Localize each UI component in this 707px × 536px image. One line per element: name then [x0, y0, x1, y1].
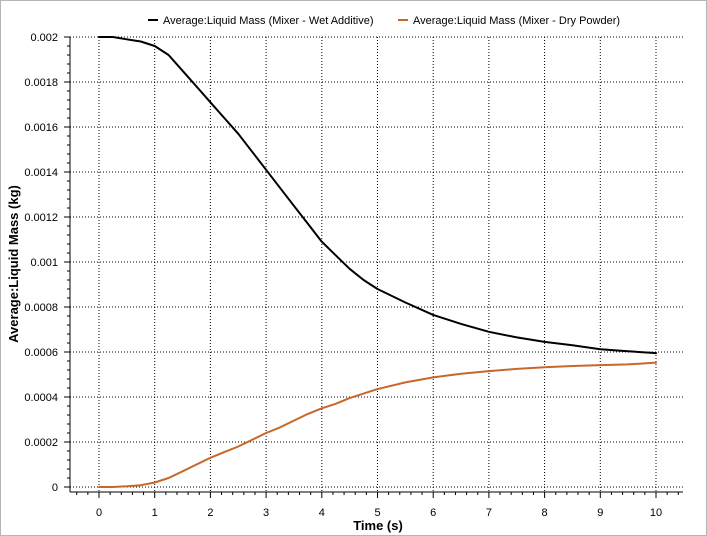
x-tick-label: 5 [374, 507, 380, 519]
y-tick-label: 0.0004 [24, 392, 58, 404]
y-tick-label: 0.0014 [24, 167, 58, 179]
x-tick-label: 3 [263, 507, 269, 519]
grid [70, 36, 683, 492]
x-tick-label: 8 [542, 507, 548, 519]
series-line-wet-additive [98, 36, 657, 355]
y-tick-label: 0.0018 [24, 77, 58, 89]
x-tick-label: 9 [597, 507, 603, 519]
plot-background [70, 37, 683, 492]
legend: Average:Liquid Mass (Mixer - Wet Additiv… [148, 15, 620, 27]
x-tick-label: 6 [430, 507, 436, 519]
x-tick-label: 1 [152, 507, 158, 519]
x-tick-label: 10 [650, 507, 662, 519]
series-line-dry-powder [98, 361, 657, 488]
x-tick-label: 0 [96, 507, 102, 519]
y-axis-title: Average:Liquid Mass (kg) [6, 185, 21, 343]
legend-label-dry-powder: Average:Liquid Mass (Mixer - Dry Powder) [413, 15, 620, 27]
y-tick-label: 0.0002 [24, 437, 58, 449]
axes: 0 0.0002 0.0004 0.0006 0.0008 0.001 0.0012 0.00… [24, 32, 683, 519]
y-tick-label: 0.002 [30, 32, 58, 44]
plot-area [70, 37, 683, 492]
y-tick-label: 0.0008 [24, 302, 58, 314]
legend-label-wet-additive: Average:Liquid Mass (Mixer - Wet Additiv… [163, 15, 374, 27]
x-tick-label: 7 [486, 507, 492, 519]
y-tick-label: 0 [52, 482, 58, 494]
y-tick-label: 0.0012 [24, 212, 58, 224]
series-group [98, 36, 657, 488]
y-tick-label: 0.001 [30, 257, 58, 269]
x-tick-label: 4 [319, 507, 325, 519]
y-tick-label: 0.0006 [24, 347, 58, 359]
y-tick-label: 0.0016 [24, 122, 58, 134]
x-tick-label: 2 [207, 507, 213, 519]
x-axis-title: Time (s) [353, 518, 403, 533]
